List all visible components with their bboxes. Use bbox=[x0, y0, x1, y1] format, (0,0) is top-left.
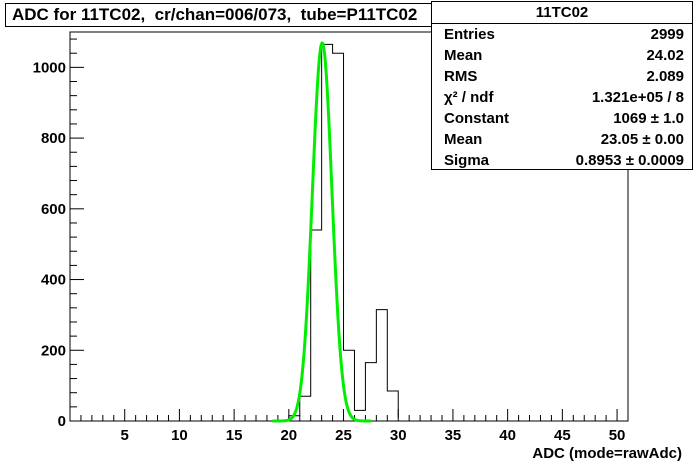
x-tick-label: 50 bbox=[609, 427, 626, 444]
stats-row: RMS 2.089 bbox=[432, 66, 692, 87]
stats-row: Sigma 0.8953 ± 0.0009 bbox=[432, 150, 692, 171]
histogram-bin bbox=[376, 310, 387, 421]
histogram-bin bbox=[311, 230, 322, 421]
x-tick-label: 20 bbox=[280, 427, 297, 444]
x-tick-label: 25 bbox=[335, 427, 352, 444]
gaussian-fit-curve bbox=[271, 41, 373, 423]
chart-title: ADC for 11TC02, cr/chan=006/073, tube=P1… bbox=[5, 3, 495, 27]
stats-title: 11TC02 bbox=[432, 2, 692, 24]
x-tick-label: 35 bbox=[445, 427, 462, 444]
stats-value: 1.321e+05 / 8 bbox=[591, 89, 684, 106]
histogram-bin bbox=[300, 396, 311, 421]
stats-label: χ² / ndf bbox=[444, 89, 494, 106]
y-tick-label: 400 bbox=[41, 272, 66, 289]
stats-value: 24.02 bbox=[646, 47, 684, 64]
stats-rows: Entries 2999 Mean 24.02 RMS 2.089 χ² / ndf 1.32… bbox=[432, 24, 692, 171]
stats-label: Mean bbox=[444, 47, 483, 64]
stats-row: Mean 23.05 ± 0.00 bbox=[432, 129, 692, 150]
stats-label: RMS bbox=[444, 68, 478, 85]
x-tick-label: 5 bbox=[121, 427, 129, 444]
stats-panel: 11TC02 Entries 2999 Mean 24.02 RMS 2.089 χ² / … bbox=[431, 1, 693, 170]
y-tick-label: 0 bbox=[58, 413, 66, 430]
x-tick-label: 10 bbox=[171, 427, 188, 444]
x-tick-label: 30 bbox=[390, 427, 407, 444]
histogram-bin bbox=[365, 363, 376, 421]
histogram-bin bbox=[387, 391, 398, 421]
x-axis-title: ADC (mode=rawAdc) bbox=[532, 445, 682, 462]
stats-label: Entries bbox=[444, 26, 495, 43]
stats-value: 2.089 bbox=[646, 68, 684, 85]
stats-row: Mean 24.02 bbox=[432, 45, 692, 66]
stats-value: 23.05 ± 0.00 bbox=[600, 131, 684, 148]
stats-label: Mean bbox=[444, 131, 483, 148]
stats-value: 1069 ± 1.0 bbox=[613, 110, 684, 127]
stats-label: Constant bbox=[444, 110, 509, 127]
stats-row: χ² / ndf 1.321e+05 / 8 bbox=[432, 87, 692, 108]
y-tick-label: 600 bbox=[41, 201, 66, 218]
stats-value: 2999 bbox=[650, 26, 684, 43]
y-tick-label: 1000 bbox=[33, 59, 66, 76]
y-tick-label: 800 bbox=[41, 130, 66, 147]
stats-label: Sigma bbox=[444, 152, 490, 169]
x-tick-label: 40 bbox=[499, 427, 516, 444]
stats-row: Entries 2999 bbox=[432, 24, 692, 45]
x-tick-label: 45 bbox=[554, 427, 571, 444]
histogram-outline bbox=[277, 43, 399, 421]
stats-value: 0.8953 ± 0.0009 bbox=[575, 152, 684, 169]
y-tick-label: 200 bbox=[41, 342, 66, 359]
x-tick-label: 15 bbox=[226, 427, 243, 444]
stats-row: Constant 1069 ± 1.0 bbox=[432, 108, 692, 129]
